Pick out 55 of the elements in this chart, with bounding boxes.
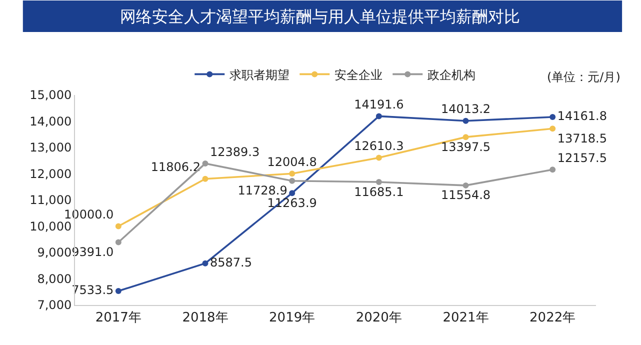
data-label: 11728.9 (238, 184, 288, 198)
point (462, 182, 469, 188)
point (289, 170, 296, 177)
data-label: 10000.0 (64, 208, 114, 222)
x-tick-label: 2018年 (182, 310, 228, 326)
data-label: 8587.5 (210, 255, 252, 270)
data-label: 7533.5 (72, 283, 114, 297)
y-tick-label: 10,000 (30, 219, 72, 234)
x-tick-label: 2022年 (530, 310, 576, 326)
x-tick-label: 2017年 (95, 310, 142, 326)
point (376, 113, 382, 120)
legend-label: 安全企业 (334, 68, 383, 82)
y-tick-label: 15,000 (30, 88, 72, 102)
data-label: 11554.8 (440, 188, 491, 202)
data-label: 13718.5 (557, 131, 607, 146)
y-tick-label: 9,000 (37, 246, 72, 260)
x-tick-label: 2019年 (269, 310, 316, 326)
point (550, 114, 556, 120)
data-label: 14161.8 (557, 109, 607, 123)
point (550, 126, 556, 132)
x-tick-label: 2021年 (442, 310, 489, 326)
y-tick-label: 7,000 (37, 298, 72, 312)
point (462, 118, 469, 124)
point (115, 239, 122, 246)
data-label: 11806.2 (150, 160, 200, 174)
point (376, 179, 382, 186)
point (289, 190, 296, 196)
point (115, 223, 122, 230)
x-tick-label: 2020年 (356, 310, 402, 326)
y-tick-label: 11,000 (30, 193, 72, 208)
y-tick-label: 12,000 (30, 166, 72, 181)
data-label: 11685.1 (354, 184, 404, 199)
data-label: 9391.0 (72, 244, 114, 259)
data-label: 14191.6 (354, 97, 404, 112)
data-label: 12610.3 (354, 138, 404, 153)
data-label: 12389.3 (210, 144, 260, 159)
y-tick-label: 8,000 (37, 272, 72, 286)
data-label: 12157.5 (557, 150, 607, 165)
point (376, 154, 382, 161)
chart-title: 网络安全人才渴望平均薪酬与用人单位提供平均薪酬对比 (120, 7, 520, 26)
point (289, 178, 296, 184)
point (462, 134, 469, 140)
text: (单位：元/月) (547, 70, 620, 84)
data-label: 13397.5 (440, 140, 491, 154)
point (115, 288, 122, 294)
point (202, 260, 208, 266)
data-label: 12004.8 (267, 154, 317, 169)
legend-label: 求职者期望 (230, 68, 290, 82)
point (202, 176, 208, 182)
point (202, 160, 208, 167)
y-tick-label: 13,000 (30, 140, 72, 155)
data-label: 14013.2 (440, 102, 491, 116)
legend-label: 政企机构 (428, 68, 476, 82)
point (550, 166, 556, 173)
y-tick-label: 14,000 (30, 114, 72, 128)
